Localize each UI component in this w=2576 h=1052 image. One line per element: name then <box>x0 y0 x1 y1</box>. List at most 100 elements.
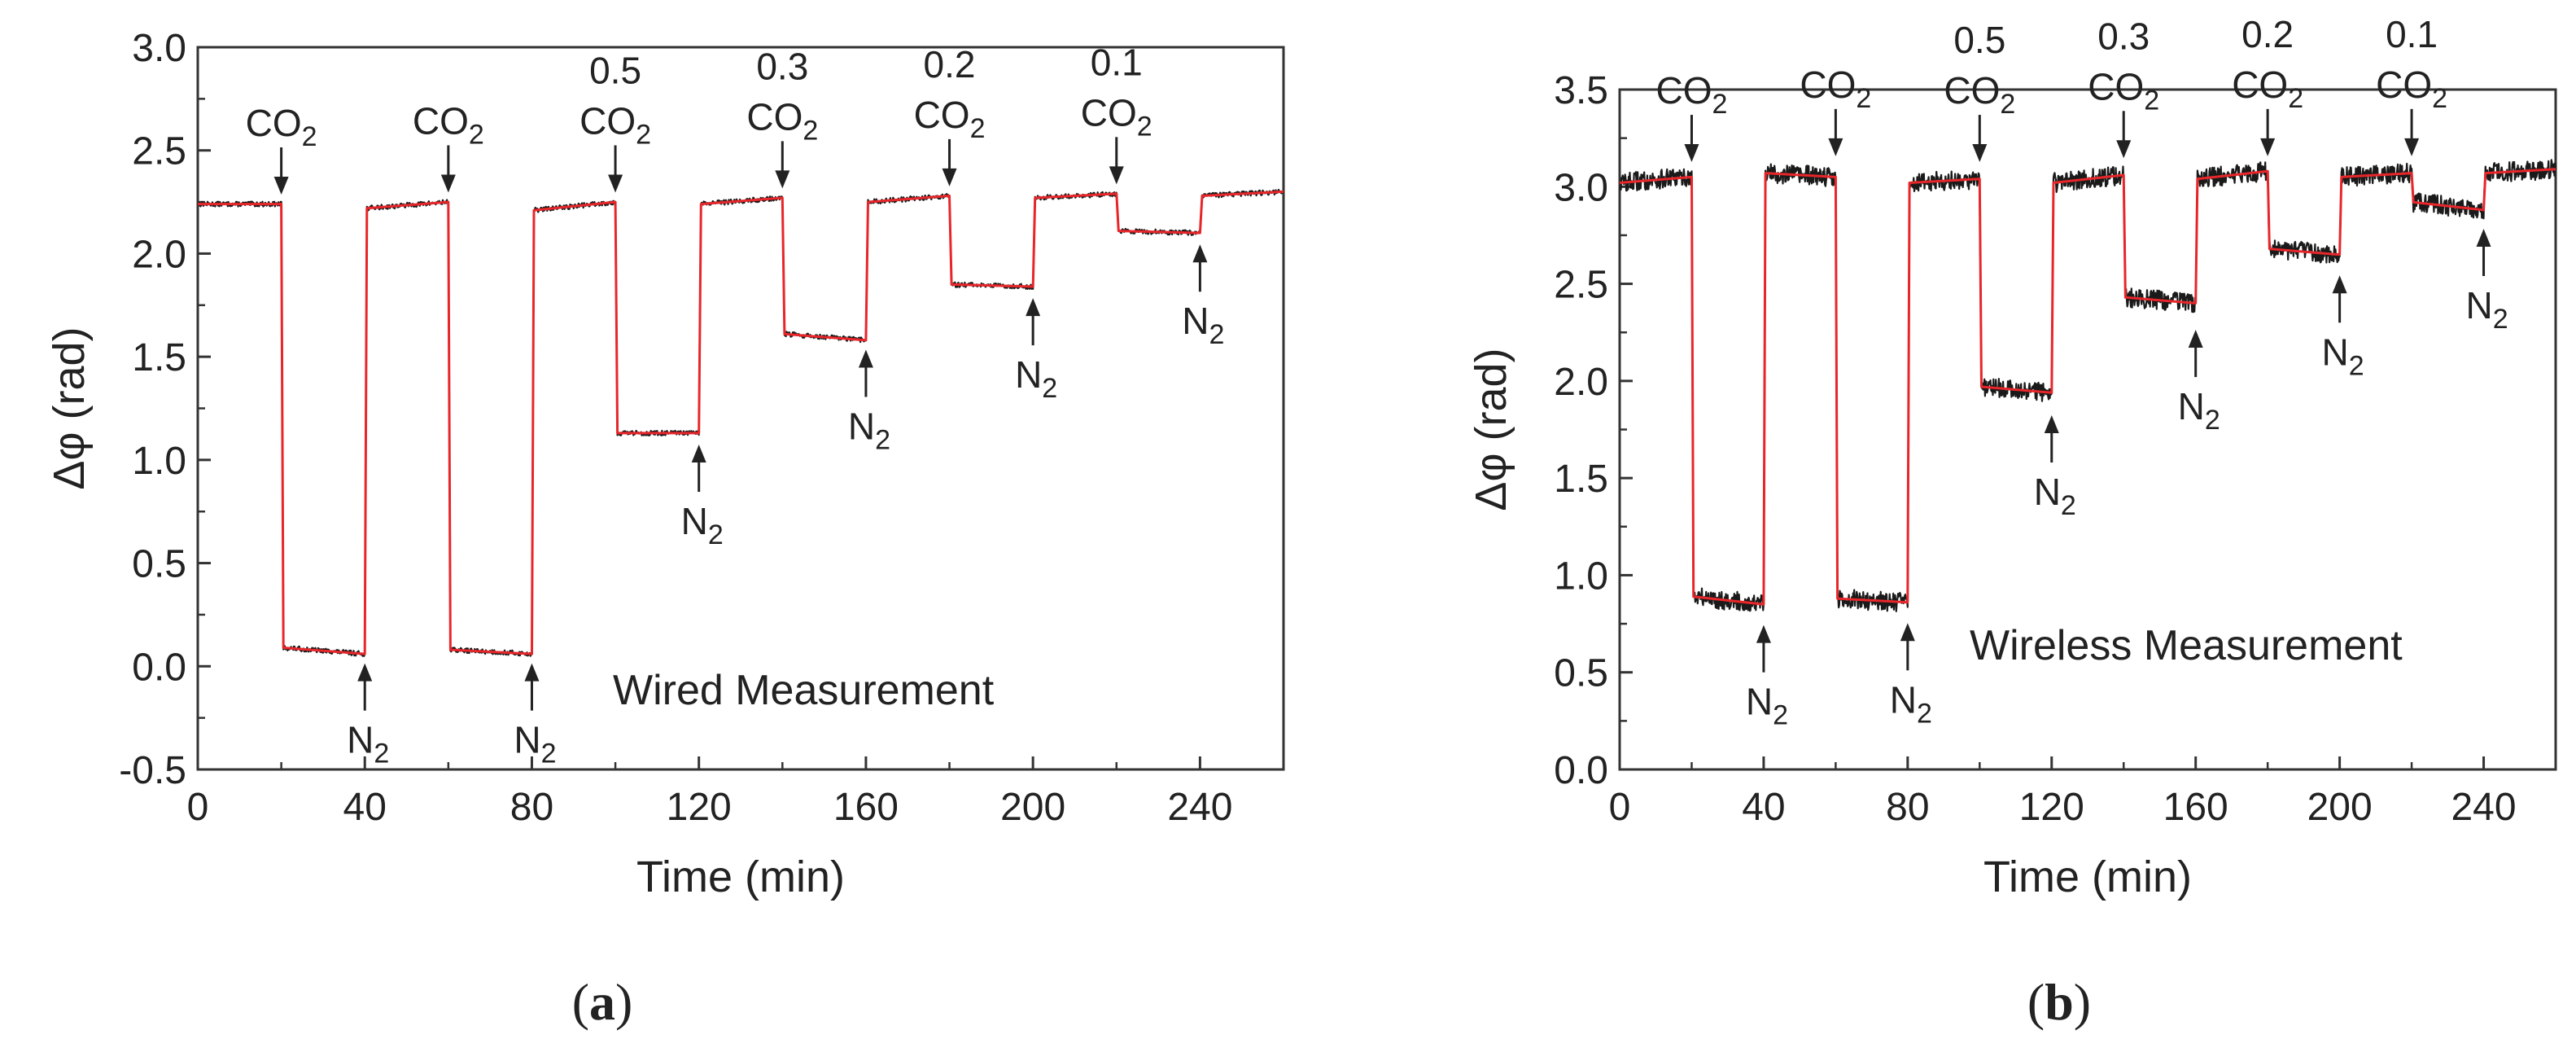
arrowhead-icon <box>1026 298 1041 317</box>
x-tick-label: 40 <box>343 786 387 829</box>
gas-formula: N <box>1015 353 1042 396</box>
gas-subscript: 2 <box>1917 698 1932 729</box>
gas-label: CO2 <box>1800 64 1871 114</box>
arrowhead-icon <box>691 445 706 463</box>
gas-formula: N <box>1746 681 1773 723</box>
gas-subscript: 2 <box>2000 89 2015 120</box>
gas-formula: N <box>848 405 875 447</box>
x-tick-label: 160 <box>833 786 899 829</box>
co2-on-annotation: CO2 0.1 <box>2376 13 2447 156</box>
gas-subscript: 2 <box>1773 700 1788 731</box>
measurement-mode-label: Wireless Measurement <box>1970 622 2403 669</box>
panel-tag: (b) <box>2027 973 2091 1031</box>
gas-label: N2 <box>1182 300 1224 350</box>
y-tick-label: 0.5 <box>1554 652 1608 695</box>
x-tick-label: 240 <box>2451 786 2516 829</box>
gas-label: N2 <box>681 500 724 550</box>
arrowhead-icon <box>2260 138 2276 156</box>
x-tick-label: 160 <box>2163 786 2228 829</box>
x-tick-label: 200 <box>1000 786 1065 829</box>
gas-formula: N <box>2034 471 2061 513</box>
gas-label: N2 <box>2322 331 2364 381</box>
raw-signal-line <box>1619 159 2557 612</box>
n2-on-annotation: N2 <box>2178 330 2220 436</box>
n2-on-annotation: N2 <box>1182 244 1224 350</box>
n2-on-annotation: N2 <box>1890 623 1932 729</box>
n2-on-annotation: N2 <box>2322 275 2364 381</box>
arrowhead-icon <box>1192 244 1208 263</box>
x-tick-label: 240 <box>1167 786 1232 829</box>
arrowhead-icon <box>2404 138 2420 156</box>
panel-tag-letter: b <box>2045 973 2074 1031</box>
n2-on-annotation: N2 <box>514 663 557 769</box>
arrowhead-icon <box>775 170 790 189</box>
gas-formula: CO <box>1656 69 1712 112</box>
arrowhead-icon <box>1972 144 1988 163</box>
x-tick-label: 80 <box>1886 786 1929 829</box>
y-tick-label: 0.0 <box>132 646 186 689</box>
gas-subscript: 2 <box>2288 83 2303 114</box>
y-tick-label: 0.5 <box>132 543 186 586</box>
arrowhead-icon <box>273 177 289 195</box>
co2-on-annotation: CO2 <box>413 99 484 193</box>
panel-tag-open: ( <box>572 973 589 1031</box>
arrowhead-icon <box>524 663 540 682</box>
x-tick-label: 80 <box>510 786 553 829</box>
y-tick-label: 3.5 <box>1554 69 1608 112</box>
gas-formula: CO <box>413 99 469 142</box>
co2-on-annotation: CO2 0.1 <box>1081 41 1152 185</box>
concentration-label: 0.3 <box>756 45 808 87</box>
co2-on-annotation: CO2 <box>1800 64 1871 156</box>
gas-formula: N <box>2465 284 2492 327</box>
concentration-label: 0.2 <box>924 43 976 85</box>
gas-formula: CO <box>2376 64 2432 106</box>
y-tick-label: 2.5 <box>132 130 186 173</box>
gas-subscript: 2 <box>1042 373 1057 404</box>
gas-formula: N <box>1890 678 1917 721</box>
gas-label: N2 <box>1746 681 1788 731</box>
gas-subscript: 2 <box>1712 89 1728 120</box>
arrowhead-icon <box>2476 229 2491 247</box>
y-axis-title: Δφ (rad) <box>45 327 94 489</box>
co2-on-annotation: CO2 0.2 <box>2232 13 2303 156</box>
gas-label: N2 <box>514 719 556 769</box>
arrowhead-icon <box>357 663 373 682</box>
gas-formula: CO <box>1800 64 1856 106</box>
panel-tag-letter: a <box>589 973 615 1031</box>
chart-panel-a: 0 40 80 120 160 200 240 -0.5 0.0 0.5 1.0 1.5 2.0 2.5 3… <box>45 27 1285 1031</box>
co2-on-annotation: CO2 <box>246 102 317 195</box>
x-tick-label: 0 <box>1609 786 1631 829</box>
gas-formula: CO <box>1944 69 2000 112</box>
co2-on-annotation: CO2 0.5 <box>1944 19 2015 163</box>
gas-label: CO2 <box>1081 91 1152 142</box>
concentration-label: 0.1 <box>2386 13 2438 55</box>
n2-on-annotation: N2 <box>681 445 724 550</box>
gas-label: N2 <box>1890 678 1932 729</box>
gas-subscript: 2 <box>1856 83 1871 114</box>
gas-formula: CO <box>2232 64 2288 106</box>
y-tick-label: -0.5 <box>119 749 186 792</box>
arrowhead-icon <box>1900 623 1915 642</box>
n2-on-annotation: N2 <box>1746 625 1788 731</box>
arrowhead-icon <box>1109 166 1124 185</box>
n2-on-annotation: N2 <box>347 663 389 769</box>
y-tick-label: 2.0 <box>1554 361 1608 404</box>
plot-frame <box>196 46 1285 771</box>
panel-tag-close: ) <box>2074 973 2091 1031</box>
fitted-signal-line <box>1619 168 2556 606</box>
measurement-mode-label: Wired Measurement <box>613 667 995 714</box>
gas-formula: N <box>2322 331 2349 373</box>
gas-subscript: 2 <box>302 121 317 152</box>
n2-on-annotation: N2 <box>1015 298 1057 404</box>
gas-formula: N <box>514 719 540 761</box>
gas-label: N2 <box>2034 471 2076 521</box>
gas-label: N2 <box>1015 353 1057 404</box>
concentration-label: 0.1 <box>1091 41 1143 83</box>
gas-label: N2 <box>848 405 890 455</box>
y-tick-label: 3.0 <box>132 27 186 70</box>
y-tick-label: 2.0 <box>132 233 186 276</box>
gas-formula: N <box>347 719 374 761</box>
arrowhead-icon <box>1756 625 1771 643</box>
n2-on-annotation: N2 <box>2465 229 2508 335</box>
